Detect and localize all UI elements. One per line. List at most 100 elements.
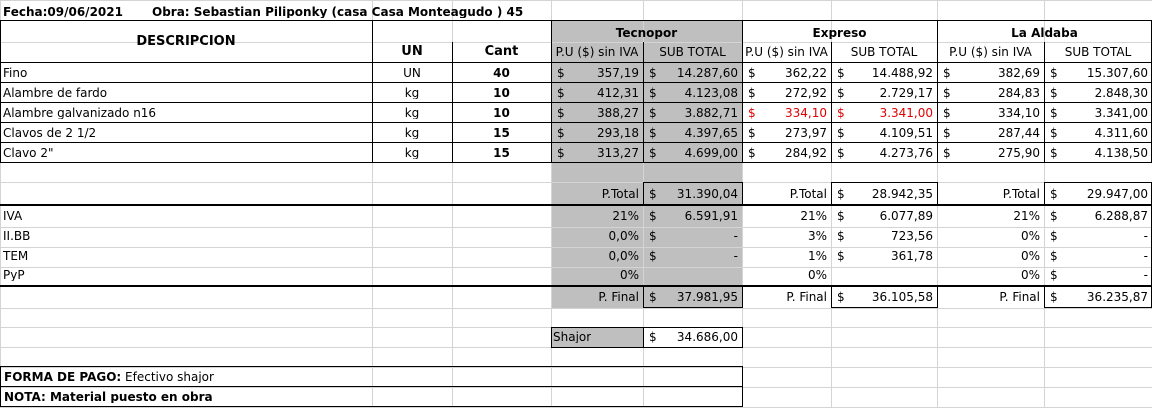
border-v-12 xyxy=(831,182,832,206)
border-h-3 xyxy=(0,102,1152,103)
header-cant: Cant xyxy=(484,45,519,58)
row-3-tec-pu-currency: $ xyxy=(557,127,565,139)
border-v-15 xyxy=(643,285,644,308)
forma-pago: FORMA DE PAGO: Efectivo shajor xyxy=(4,371,214,383)
nota: NOTA: Material puesto en obra xyxy=(4,391,213,403)
row-1-tec-pu: 412,31 xyxy=(597,87,639,99)
tax-2-tec-val: - xyxy=(733,250,738,262)
ald-ptotal-label: P.Total xyxy=(1002,188,1040,200)
border-v-18 xyxy=(937,285,938,308)
border-h-6 xyxy=(0,162,1152,163)
border-v-4 xyxy=(643,42,644,163)
grid-row-18 xyxy=(0,367,1152,368)
border-v-24 xyxy=(0,366,1,407)
row-0-ald-sub: 15.307,60 xyxy=(1086,67,1148,79)
row-0-cant: 40 xyxy=(493,67,510,79)
border-h-21 xyxy=(831,285,937,286)
exp-final-label: P. Final xyxy=(786,291,827,303)
border-v-17 xyxy=(831,285,832,308)
row-2-tec-pu-currency: $ xyxy=(557,107,565,119)
border-v-11 xyxy=(742,182,743,206)
tax-0-tec-pct: 21% xyxy=(612,210,639,222)
row-3-tec-sub: 4.397,65 xyxy=(684,127,738,139)
row-3-tec-pu: 293,18 xyxy=(597,127,639,139)
exp-ptotal-currency: $ xyxy=(837,188,845,200)
row-0-ald-pu: 382,69 xyxy=(998,67,1040,79)
row-2-un: kg xyxy=(404,107,420,119)
grid-col-1 xyxy=(372,0,373,407)
border-h-18 xyxy=(1044,182,1152,183)
tax-1-tec-pct: 0,0% xyxy=(608,230,640,242)
tax-0-label: IVA xyxy=(3,210,23,222)
supplier-tecnopor: Tecnopor xyxy=(615,27,678,39)
row-3-tec-sub-currency: $ xyxy=(649,127,657,139)
tax-2-ald-currency: $ xyxy=(1050,250,1058,262)
grid-row-19 xyxy=(0,387,1152,388)
row-2-tec-sub-currency: $ xyxy=(649,107,657,119)
grid-row-12 xyxy=(0,247,1152,248)
header-descripcion: DESCRIPCION xyxy=(136,35,236,48)
border-h-12 xyxy=(0,386,743,387)
exp-final-value: 36.105,58 xyxy=(871,291,933,303)
tax-0-exp-currency: $ xyxy=(837,210,845,222)
row-2-ald-sub: 3.341,00 xyxy=(1094,107,1148,119)
row-0-tec-pu-currency: $ xyxy=(557,67,565,79)
border-h-23 xyxy=(1044,285,1152,286)
border-v-21 xyxy=(551,327,552,347)
exp-final-currency: $ xyxy=(837,291,845,303)
border-h-4 xyxy=(0,122,1152,123)
border-v-19 xyxy=(1044,285,1045,308)
tax-2-ald-val: - xyxy=(1143,250,1148,262)
row-4-exp-sub-currency: $ xyxy=(837,147,845,159)
border-v-1 xyxy=(372,20,373,163)
supplier-laaldaba: La Aldaba xyxy=(1011,27,1078,39)
row-4-tec-pu-currency: $ xyxy=(557,147,565,159)
row-0-exp-sub-currency: $ xyxy=(837,67,845,79)
row-2-exp-sub: 3.341,00 xyxy=(879,107,933,119)
row-4-tec-sub-currency: $ xyxy=(649,147,657,159)
border-v-16 xyxy=(742,285,743,308)
row-0-tec-sub-currency: $ xyxy=(649,67,657,79)
header-exp-pu: P.U ($) sin IVA xyxy=(745,46,828,58)
row-1-ald-pu: 284,83 xyxy=(998,87,1040,99)
row-2-tec-pu: 388,27 xyxy=(597,107,639,119)
tax-2-exp-val: 361,78 xyxy=(891,250,933,262)
border-h-7 xyxy=(0,204,1152,206)
grid-row-2 xyxy=(0,42,1152,43)
tax-1-exp-pct: 3% xyxy=(807,230,827,242)
tec-ptotal-currency: $ xyxy=(649,188,657,200)
row-4-descripcion: Clavo 2" xyxy=(3,147,54,159)
supplier-expreso: Expreso xyxy=(812,27,867,39)
tax-0-tec-currency: $ xyxy=(649,210,657,222)
row-3-exp-sub-currency: $ xyxy=(837,127,845,139)
border-h-11 xyxy=(0,366,743,367)
tec-ptotal-value: 31.390,04 xyxy=(676,188,738,200)
row-2-exp-pu-currency: $ xyxy=(748,107,756,119)
grid-row-0 xyxy=(0,0,1152,1)
ald-final-value: 36.235,87 xyxy=(1086,291,1148,303)
border-h-17 xyxy=(831,205,937,206)
tax-1-exp-currency: $ xyxy=(837,230,845,242)
row-3-ald-sub-currency: $ xyxy=(1050,127,1058,139)
row-3-ald-pu: 287,44 xyxy=(998,127,1040,139)
row-0-ald-pu-currency: $ xyxy=(943,67,951,79)
border-h-14 xyxy=(643,182,742,183)
row-4-un: kg xyxy=(404,147,420,159)
tax-0-ald-pct: 21% xyxy=(1013,210,1040,222)
tecnopor-highlight xyxy=(551,20,742,308)
border-v-14 xyxy=(1044,182,1045,206)
row-1-ald-pu-currency: $ xyxy=(943,87,951,99)
row-2-ald-pu: 334,10 xyxy=(998,107,1040,119)
border-v-10 xyxy=(643,182,644,206)
row-3-ald-pu-currency: $ xyxy=(943,127,951,139)
tec-final-label: P. Final xyxy=(598,291,639,303)
project-title: Obra: Sebastian Piliponky (casa Casa Mon… xyxy=(152,6,524,18)
header-tec-subtotal: SUB TOTAL xyxy=(659,46,726,58)
tax-3-ald-pct: 0% xyxy=(1020,269,1040,281)
border-h-20 xyxy=(643,307,742,308)
tax-2-ald-pct: 0% xyxy=(1020,250,1040,262)
shajor-label: Shajor xyxy=(553,331,592,343)
row-3-exp-sub: 4.109,51 xyxy=(879,127,933,139)
row-4-tec-sub: 4.699,00 xyxy=(684,147,738,159)
